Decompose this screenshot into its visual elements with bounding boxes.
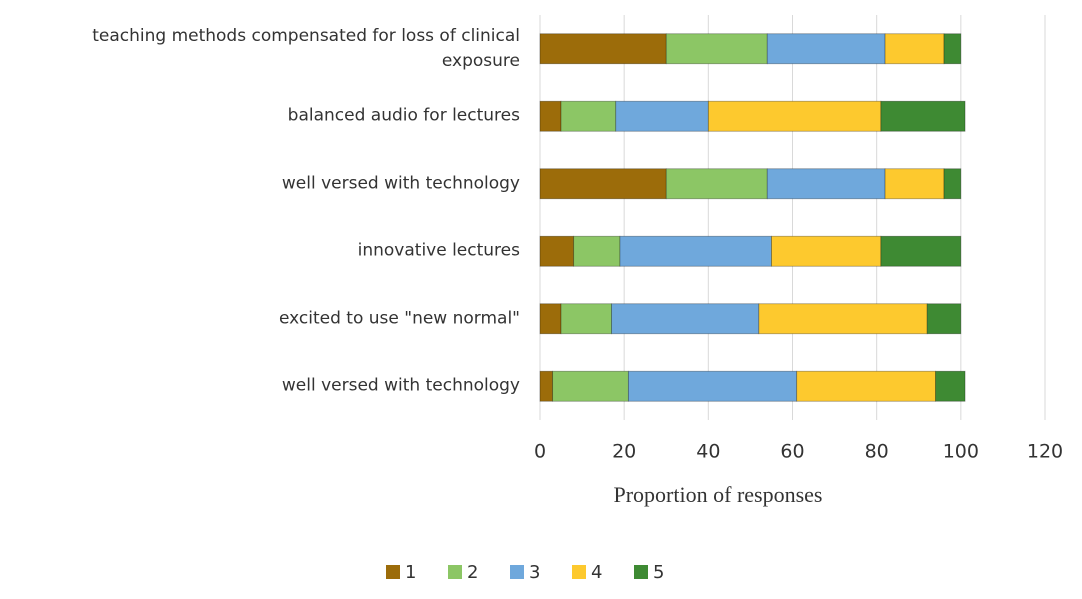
- bar-segment: [926, 303, 962, 335]
- bar-segment: [665, 33, 768, 65]
- legend-label: 3: [529, 562, 540, 583]
- x-tick-label: 120: [1027, 441, 1063, 463]
- bar-segment: [758, 303, 928, 335]
- bar-segment: [539, 235, 575, 267]
- x-tick-label: 100: [943, 441, 979, 463]
- bar-segment: [935, 370, 966, 402]
- x-tick-label: 40: [696, 441, 720, 463]
- bar-segment: [665, 168, 768, 200]
- bar-segment: [943, 168, 962, 200]
- legend-label: 2: [467, 562, 478, 583]
- bar-segment: [560, 100, 617, 132]
- bar-segment: [880, 100, 966, 132]
- legend-swatch: [386, 565, 400, 579]
- bar-segment: [560, 303, 612, 335]
- bar-segment: [796, 370, 936, 402]
- bar-segment: [539, 370, 554, 402]
- legend-label: 1: [405, 562, 416, 583]
- y-tick-label: well versed with technology: [281, 375, 520, 396]
- x-axis-title: Proportion of responses: [614, 482, 823, 507]
- legend-label: 5: [653, 562, 664, 583]
- bar-segment: [707, 100, 882, 132]
- bar-segment: [884, 168, 945, 200]
- bar-segment: [539, 33, 667, 65]
- bar-segment: [539, 100, 562, 132]
- bar-segment: [619, 235, 772, 267]
- y-tick-label: balanced audio for lectures: [287, 105, 520, 126]
- bar-segment: [552, 370, 629, 402]
- legend-swatch: [448, 565, 462, 579]
- x-tick-label: 0: [534, 441, 546, 463]
- bar-segment: [611, 303, 760, 335]
- legend-swatch: [634, 565, 648, 579]
- legend-label: 4: [591, 562, 602, 583]
- x-tick-label: 80: [865, 441, 889, 463]
- bar-segment: [943, 33, 962, 65]
- bar-segment: [771, 235, 882, 267]
- bar-segment: [539, 303, 562, 335]
- bar-segment: [615, 100, 709, 132]
- x-tick-label: 60: [780, 441, 804, 463]
- bar-segment: [627, 370, 798, 402]
- legend-swatch: [510, 565, 524, 579]
- y-tick-label: innovative lectures: [357, 240, 520, 261]
- y-tick-label: well versed with technology: [281, 173, 520, 194]
- x-tick-label: 20: [612, 441, 636, 463]
- bar-segment: [766, 168, 886, 200]
- y-tick-label: excited to use "new normal": [278, 308, 520, 329]
- y-tick-label: teaching methods compensated for loss of…: [92, 25, 520, 71]
- legend-swatch: [572, 565, 586, 579]
- bar-segment: [884, 33, 945, 65]
- bar-segment: [573, 235, 621, 267]
- bar-segment: [539, 168, 667, 200]
- bar-segment: [880, 235, 962, 267]
- bar-segment: [766, 33, 886, 65]
